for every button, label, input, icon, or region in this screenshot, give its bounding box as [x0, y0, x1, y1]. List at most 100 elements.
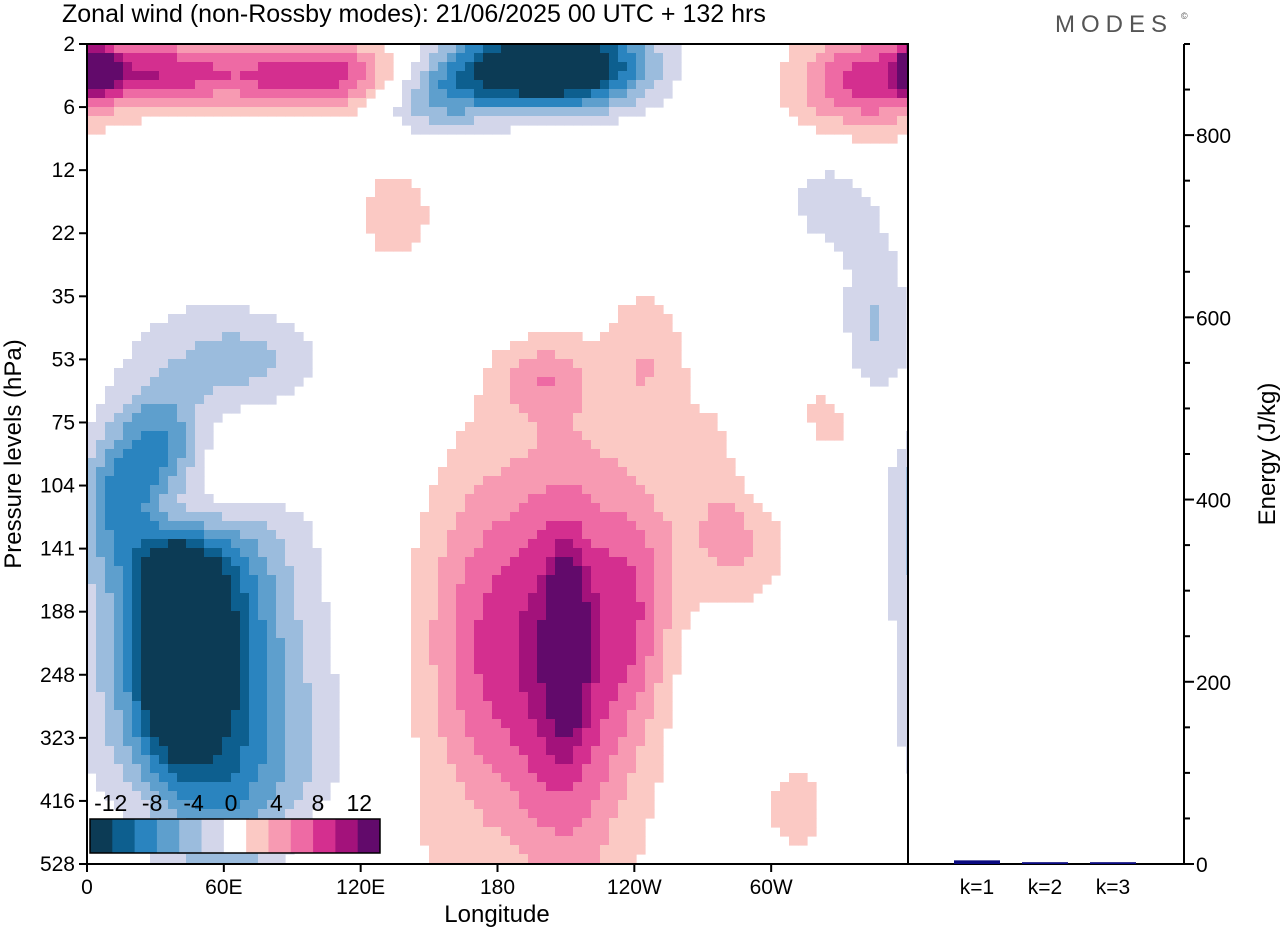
heatmap-cell — [573, 377, 583, 387]
heatmap-cell — [141, 512, 151, 522]
heatmap-cell — [186, 107, 196, 117]
heatmap-cell — [222, 674, 232, 684]
heatmap-cell — [258, 728, 268, 738]
heatmap-cell — [321, 737, 331, 747]
heatmap-cell — [420, 557, 430, 567]
heatmap-cell — [96, 440, 106, 450]
heatmap-cell — [600, 98, 610, 108]
heatmap-cell — [456, 854, 466, 864]
heatmap-cell — [267, 737, 277, 747]
heatmap-cell — [537, 503, 547, 513]
heatmap-cell — [600, 710, 610, 720]
heatmap-cell — [726, 476, 736, 486]
heatmap-cell — [492, 62, 502, 72]
heatmap-cell — [654, 359, 664, 369]
heatmap-cell — [429, 728, 439, 738]
colorbar-label: -8 — [142, 790, 162, 816]
heatmap-cell — [465, 593, 475, 603]
heatmap-cell — [564, 719, 574, 729]
heatmap-cell — [384, 242, 394, 252]
heatmap-cell — [465, 800, 475, 810]
heatmap-cell — [663, 44, 673, 54]
heatmap-cell — [636, 458, 646, 468]
heatmap-cell — [519, 845, 529, 855]
heatmap-cell — [249, 800, 259, 810]
heatmap-cell — [654, 404, 664, 414]
heatmap-cell — [528, 638, 538, 648]
heatmap-cell — [681, 530, 691, 540]
heatmap-cell — [474, 503, 484, 513]
heatmap-cell — [564, 593, 574, 603]
heatmap-cell — [105, 746, 115, 756]
heatmap-cell — [618, 80, 628, 90]
heatmap-cell — [726, 584, 736, 594]
heatmap-cell — [897, 62, 907, 72]
heatmap-cell — [456, 782, 466, 792]
heatmap-cell — [528, 350, 538, 360]
heatmap-cell — [699, 476, 709, 486]
longitude-tick-label: 60W — [750, 876, 793, 899]
heatmap-cell — [609, 701, 619, 711]
heatmap-cell — [312, 611, 322, 621]
heatmap-cell — [798, 782, 808, 792]
heatmap-cell — [564, 692, 574, 702]
heatmap-cell — [663, 638, 673, 648]
heatmap-cell — [609, 62, 619, 72]
heatmap-cell — [510, 107, 520, 117]
heatmap-cell — [681, 620, 691, 630]
heatmap-cell — [600, 116, 610, 126]
heatmap-cell — [654, 548, 664, 558]
heatmap-cell — [159, 719, 169, 729]
heatmap-cell — [150, 503, 160, 513]
heatmap-cell — [456, 107, 466, 117]
heatmap-cell — [114, 584, 124, 594]
heatmap-cell — [870, 134, 880, 144]
heatmap-cell — [114, 773, 124, 783]
heatmap-cell — [591, 422, 601, 432]
heatmap-cell — [87, 53, 97, 63]
heatmap-cell — [546, 98, 556, 108]
heatmap-cell — [429, 683, 439, 693]
heatmap-cell — [861, 368, 871, 378]
heatmap-cell — [411, 233, 421, 243]
heatmap-cell — [888, 62, 898, 72]
heatmap-cell — [636, 485, 646, 495]
heatmap-cell — [483, 521, 493, 531]
heatmap-cell — [519, 548, 529, 558]
heatmap-cell — [447, 485, 457, 495]
heatmap-cell — [114, 62, 124, 72]
heatmap-cell — [672, 431, 682, 441]
heatmap-cell — [474, 719, 484, 729]
heatmap-cell — [681, 611, 691, 621]
heatmap-cell — [186, 674, 196, 684]
heatmap-cell — [519, 836, 529, 846]
heatmap-cell — [609, 809, 619, 819]
heatmap-cell — [438, 530, 448, 540]
heatmap-cell — [483, 80, 493, 90]
heatmap-cell — [150, 458, 160, 468]
heatmap-cell — [303, 692, 313, 702]
heatmap-cell — [456, 566, 466, 576]
heatmap-cell — [123, 701, 133, 711]
heatmap-cell — [150, 809, 160, 819]
heatmap-cell — [483, 836, 493, 846]
heatmap-cell — [411, 62, 421, 72]
heatmap-cell — [735, 548, 745, 558]
heatmap-cell — [879, 134, 889, 144]
heatmap-cell — [123, 629, 133, 639]
heatmap-cell — [717, 503, 727, 513]
heatmap-cell — [528, 386, 538, 396]
heatmap-cell — [420, 791, 430, 801]
heatmap-cell — [609, 782, 619, 792]
heatmap-cell — [429, 521, 439, 531]
heatmap-cell — [420, 737, 430, 747]
heatmap-cell — [528, 89, 538, 99]
heatmap-cell — [114, 368, 124, 378]
heatmap-cell — [609, 323, 619, 333]
heatmap-cell — [573, 611, 583, 621]
heatmap-cell — [546, 530, 556, 540]
heatmap-cell — [258, 368, 268, 378]
heatmap-cell — [537, 557, 547, 567]
heatmap-cell — [852, 305, 862, 315]
